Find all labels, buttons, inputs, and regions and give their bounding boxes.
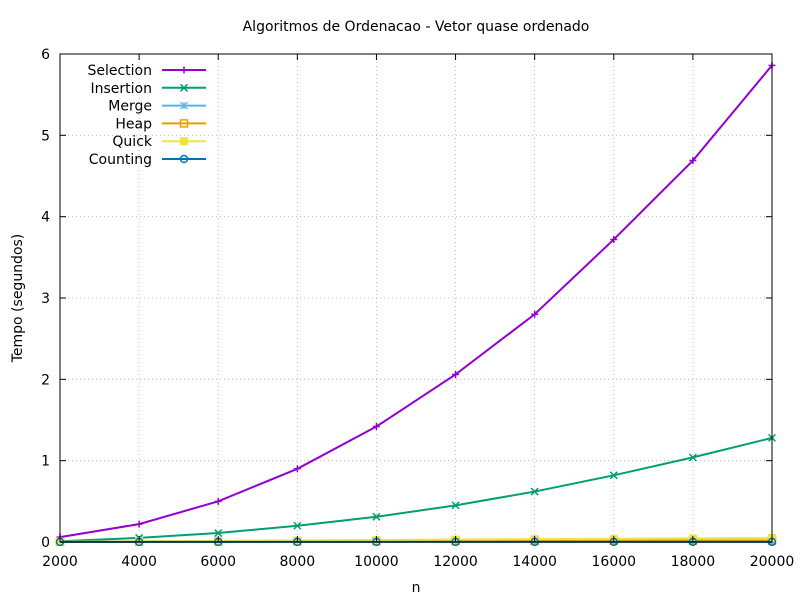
legend-label: Counting — [89, 152, 152, 168]
x-tick-label: 8000 — [280, 554, 316, 570]
plus-marker — [136, 521, 143, 528]
x-tick-label: 20000 — [750, 554, 795, 570]
legend-item: Heap — [115, 116, 206, 132]
chart-title: Algoritmos de Ordenacao - Vetor quase or… — [243, 19, 590, 35]
plus-marker — [294, 465, 301, 472]
y-tick-label: 2 — [41, 372, 50, 388]
y-tick-label: 3 — [41, 291, 50, 307]
legend-label: Merge — [108, 99, 152, 115]
y-tick-label: 1 — [41, 454, 50, 470]
series-selection — [57, 62, 776, 541]
x-tick-label: 18000 — [671, 554, 716, 570]
plot-series — [57, 62, 776, 546]
y-axis-label: Tempo (segundos) — [10, 234, 26, 364]
x-tick-label: 14000 — [512, 554, 557, 570]
y-tick-label: 5 — [41, 128, 50, 144]
legend-item: Insertion — [91, 81, 206, 97]
series-line — [60, 438, 772, 541]
legend-label: Quick — [112, 134, 152, 150]
legend-item: Selection — [87, 63, 206, 79]
legend-label: Selection — [87, 63, 152, 79]
legend-item: Counting — [89, 152, 206, 168]
plus-marker — [215, 498, 222, 505]
axis-ticks: 2000 4000 6000 8000 10000 12000 14000 16000 1800… — [41, 47, 794, 570]
legend-label: Insertion — [91, 81, 152, 97]
star-marker — [181, 102, 188, 109]
y-tick-label: 0 — [41, 535, 50, 551]
legend-item: Quick — [112, 134, 206, 150]
y-tick-label: 6 — [41, 47, 50, 63]
filled-square-marker — [181, 138, 188, 145]
series-insertion — [57, 434, 776, 544]
x-axis-label: n — [412, 580, 421, 596]
legend-label: Heap — [115, 116, 152, 132]
plus-marker — [181, 67, 188, 74]
grid — [60, 54, 772, 542]
x-tick-label: 10000 — [354, 554, 399, 570]
x-tick-label: 4000 — [121, 554, 157, 570]
series-line — [60, 65, 772, 537]
x-tick-label: 6000 — [200, 554, 236, 570]
x-tick-label: 2000 — [42, 554, 78, 570]
y-tick-label: 4 — [41, 210, 50, 226]
legend-item: Merge — [108, 99, 206, 115]
x-tick-label: 12000 — [433, 554, 478, 570]
x-tick-label: 16000 — [592, 554, 637, 570]
